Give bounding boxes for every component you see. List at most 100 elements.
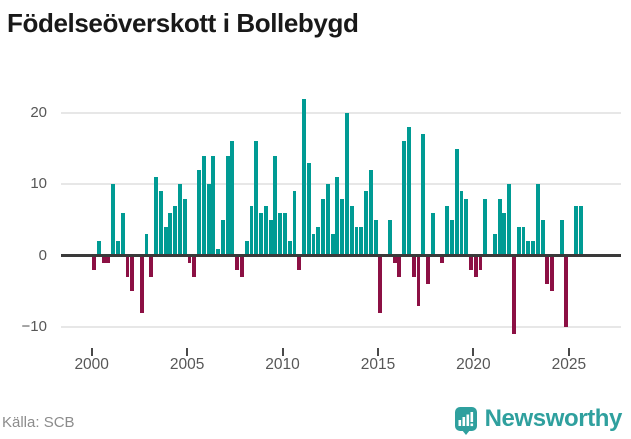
bar-2014Q1	[359, 227, 364, 256]
bar-2015Q3	[387, 219, 392, 256]
bar-2008Q2	[249, 205, 254, 256]
bar-2009Q1	[263, 205, 268, 256]
bar-2016Q4	[411, 255, 416, 278]
bar-2003Q2	[154, 177, 159, 256]
bar-2019Q4	[469, 255, 473, 270]
y-axis-label-0: 0	[38, 246, 47, 264]
bar-2011Q4	[316, 227, 321, 256]
bar-2009Q3	[273, 155, 278, 256]
bar-2022Q3	[521, 227, 526, 256]
bar-2022Q1	[511, 255, 516, 335]
bar-2024Q1	[550, 255, 555, 292]
bar-2000Q4	[106, 255, 111, 263]
bar-2002Q1	[130, 255, 135, 292]
brand-lockup: Newsworthy	[454, 405, 623, 435]
bar-2008Q1	[244, 241, 249, 256]
x-axis-tick-2020	[472, 348, 475, 356]
bar-2001Q3	[120, 212, 125, 256]
bar-2018Q2	[440, 255, 445, 263]
bar-2025Q2	[574, 205, 578, 256]
bar-2004Q3	[177, 184, 182, 256]
bar-2025Q3	[578, 205, 583, 256]
brand-wordmark: Newsworthy	[484, 405, 623, 432]
x-axis-label-2005: 2005	[169, 356, 205, 373]
x-axis-tick-2010	[281, 348, 284, 356]
bar-2017Q1	[416, 255, 421, 306]
bar-2006Q1	[206, 184, 211, 256]
bar-2017Q3	[426, 255, 430, 285]
bar-2000Q2	[96, 241, 101, 256]
bar-2001Q2	[115, 241, 120, 256]
bar-2018Q3	[445, 205, 450, 256]
bar-2003Q3	[158, 191, 163, 256]
x-axis-label-2015: 2015	[360, 356, 396, 373]
bar-2013Q4	[354, 227, 359, 256]
bar-2016Q1	[397, 255, 402, 278]
bar-2001Q4	[125, 255, 130, 278]
x-axis-tick-2025	[567, 348, 570, 356]
bar-2014Q4	[373, 219, 378, 256]
bar-2006Q2	[211, 155, 216, 256]
bar-2005Q3	[197, 169, 201, 256]
bar-2013Q2	[344, 112, 349, 256]
bar-2006Q3	[216, 248, 221, 256]
y-axis-label-10: 10	[30, 175, 47, 193]
bar-2019Q3	[464, 198, 469, 256]
bar-2022Q4	[526, 241, 531, 256]
bar-2015Q1	[378, 255, 383, 313]
bar-2009Q4	[278, 212, 283, 256]
x-axis-label-2010: 2010	[265, 356, 300, 373]
bar-2011Q3	[311, 234, 316, 256]
bar-2011Q1	[302, 98, 306, 256]
bar-2010Q2	[287, 241, 292, 256]
bar-2005Q4	[201, 155, 206, 256]
bar-2008Q3	[254, 141, 259, 256]
bar-2016Q2	[402, 141, 407, 256]
bar-chart-exclamation-icon	[458, 412, 473, 427]
bar-2012Q4	[335, 177, 340, 256]
x-axis-label-2025: 2025	[551, 356, 587, 373]
x-axis-tick-2000	[90, 348, 93, 356]
bar-2010Q4	[297, 255, 302, 270]
bar-2024Q3	[559, 219, 564, 256]
bar-2016Q3	[407, 127, 411, 256]
bar-2006Q4	[220, 219, 225, 256]
bar-2011Q2	[306, 162, 311, 256]
bar-2012Q2	[325, 184, 330, 256]
gridline-10	[61, 183, 621, 186]
x-axis-tick-2005	[186, 348, 189, 356]
bar-2017Q2	[421, 134, 426, 256]
x-axis-tick-2015	[376, 348, 379, 356]
newsworthy-logo-icon	[454, 407, 477, 435]
bar-2001Q1	[111, 184, 116, 256]
bar-2020Q3	[483, 198, 488, 256]
y-axis-label-−10: −10	[21, 318, 47, 336]
bar-2003Q1	[149, 255, 154, 278]
bar-2014Q3	[368, 169, 373, 256]
bar-2023Q2	[535, 184, 540, 256]
bar-2005Q1	[187, 255, 192, 263]
bar-2021Q3	[502, 212, 507, 256]
bar-2018Q4	[449, 219, 454, 256]
bar-2004Q2	[173, 205, 178, 256]
bar-2002Q3	[139, 255, 144, 313]
bar-2004Q4	[182, 198, 187, 256]
zero-axis-line	[61, 254, 621, 258]
gridline-20	[61, 111, 621, 114]
bar-2019Q1	[454, 148, 459, 256]
bar-2021Q2	[497, 198, 502, 256]
bar-2022Q2	[516, 227, 521, 256]
bar-2008Q4	[259, 212, 263, 256]
bar-2013Q1	[340, 198, 345, 256]
bar-2003Q4	[163, 227, 168, 256]
bar-2012Q3	[330, 234, 335, 256]
bar-2005Q2	[192, 255, 197, 278]
chart-title: Födelseöverskott i Bollebygd	[7, 8, 359, 38]
bar-2013Q3	[349, 205, 354, 256]
bar-2021Q4	[507, 184, 512, 256]
bar-2020Q2	[478, 255, 483, 270]
bar-2000Q1	[92, 255, 96, 270]
y-axis-label-20: 20	[30, 103, 47, 121]
